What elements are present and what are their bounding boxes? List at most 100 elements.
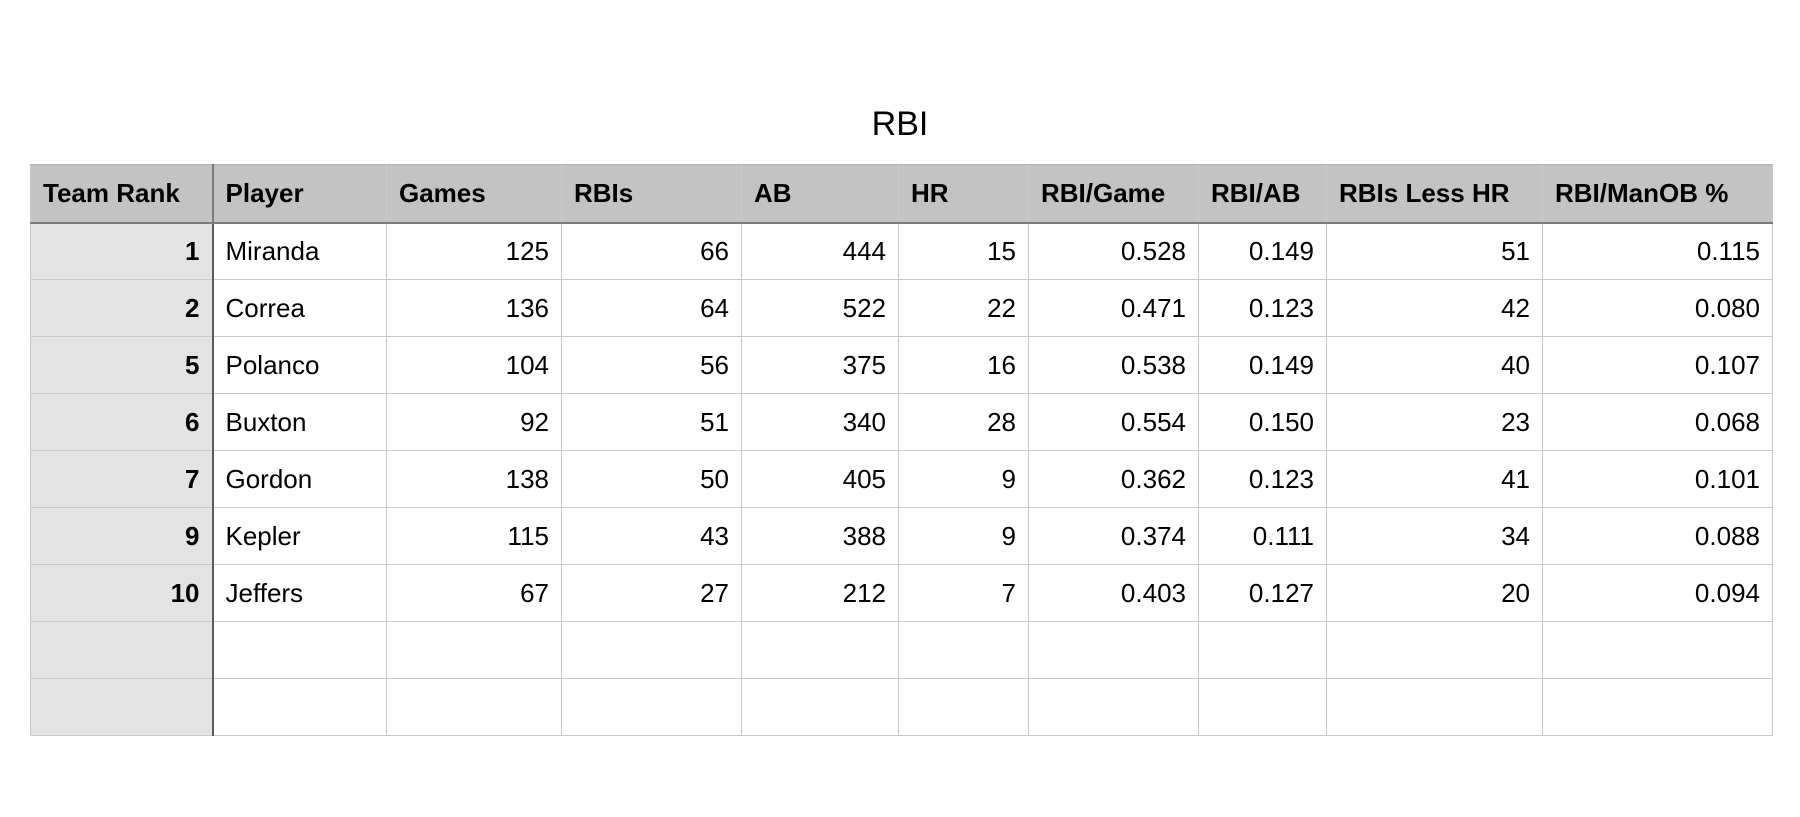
rbis-less-hr-cell[interactable]: 20	[1326, 564, 1543, 622]
ab-cell[interactable]: 212	[741, 564, 899, 622]
player-cell[interactable]	[212, 621, 387, 679]
column-header-ab[interactable]: AB	[741, 164, 899, 224]
rbi-per-ab-cell[interactable]: 0.111	[1198, 507, 1327, 565]
games-cell[interactable]: 92	[386, 393, 562, 451]
rbi-per-ab-cell[interactable]: 0.149	[1198, 222, 1327, 280]
rbi-per-ab-cell[interactable]: 0.123	[1198, 279, 1327, 337]
rbi-manob-pct-cell[interactable]: 0.101	[1542, 450, 1773, 508]
column-header-hr[interactable]: HR	[898, 164, 1029, 224]
rbi-manob-pct-cell[interactable]: 0.080	[1542, 279, 1773, 337]
hr-cell[interactable]: 9	[898, 450, 1029, 508]
rbis-less-hr-cell[interactable]: 51	[1326, 222, 1543, 280]
rbi-manob-pct-cell[interactable]: 0.115	[1542, 222, 1773, 280]
games-cell[interactable]	[386, 678, 562, 736]
column-header-rbis[interactable]: RBIs	[561, 164, 742, 224]
column-header-rbi-per-ab[interactable]: RBI/AB	[1198, 164, 1327, 224]
rbis-cell[interactable]	[561, 621, 742, 679]
rbis-cell[interactable]: 27	[561, 564, 742, 622]
hr-cell[interactable]: 16	[898, 336, 1029, 394]
ab-cell[interactable]	[741, 678, 899, 736]
rbi-manob-pct-cell[interactable]: 0.088	[1542, 507, 1773, 565]
rbis-less-hr-cell[interactable]	[1326, 621, 1543, 679]
rbi-per-game-cell[interactable]: 0.471	[1028, 279, 1199, 337]
ab-cell[interactable]: 375	[741, 336, 899, 394]
column-header-rbi-manob-pct[interactable]: RBI/ManOB %	[1542, 164, 1773, 224]
rank-cell[interactable]: 5	[30, 336, 214, 394]
games-cell[interactable]: 115	[386, 507, 562, 565]
rbis-cell[interactable]: 66	[561, 222, 742, 280]
rank-cell[interactable]: 1	[30, 222, 214, 280]
ab-cell[interactable]	[741, 621, 899, 679]
player-cell[interactable]: Gordon	[212, 450, 387, 508]
ab-cell[interactable]: 405	[741, 450, 899, 508]
rbi-per-ab-cell[interactable]	[1198, 621, 1327, 679]
ab-cell[interactable]: 340	[741, 393, 899, 451]
rbi-manob-pct-cell[interactable]	[1542, 678, 1773, 736]
rbis-less-hr-cell[interactable]	[1326, 678, 1543, 736]
rank-cell[interactable]: 7	[30, 450, 214, 508]
rbis-cell[interactable]: 51	[561, 393, 742, 451]
rbis-less-hr-cell[interactable]: 41	[1326, 450, 1543, 508]
hr-cell[interactable]: 9	[898, 507, 1029, 565]
rbi-per-ab-cell[interactable]: 0.150	[1198, 393, 1327, 451]
rank-cell[interactable]	[30, 678, 214, 736]
rbis-less-hr-cell[interactable]: 23	[1326, 393, 1543, 451]
rbis-cell[interactable]	[561, 678, 742, 736]
rbi-manob-pct-cell[interactable]: 0.107	[1542, 336, 1773, 394]
rbi-per-game-cell[interactable]: 0.362	[1028, 450, 1199, 508]
games-cell[interactable]: 67	[386, 564, 562, 622]
games-cell[interactable]: 125	[386, 222, 562, 280]
rbi-per-ab-cell[interactable]: 0.127	[1198, 564, 1327, 622]
hr-cell[interactable]	[898, 678, 1029, 736]
hr-cell[interactable]	[898, 621, 1029, 679]
hr-cell[interactable]: 7	[898, 564, 1029, 622]
rank-cell[interactable]: 10	[30, 564, 214, 622]
rank-cell[interactable]: 2	[30, 279, 214, 337]
player-cell[interactable]: Polanco	[212, 336, 387, 394]
rank-cell[interactable]: 9	[30, 507, 214, 565]
hr-cell[interactable]: 28	[898, 393, 1029, 451]
games-cell[interactable]	[386, 621, 562, 679]
rbis-cell[interactable]: 64	[561, 279, 742, 337]
rbi-per-game-cell[interactable]: 0.554	[1028, 393, 1199, 451]
rbis-cell[interactable]: 50	[561, 450, 742, 508]
rbis-less-hr-cell[interactable]: 40	[1326, 336, 1543, 394]
rbis-less-hr-cell[interactable]: 42	[1326, 279, 1543, 337]
rbi-per-game-cell[interactable]: 0.538	[1028, 336, 1199, 394]
player-cell[interactable]: Buxton	[212, 393, 387, 451]
ab-cell[interactable]: 522	[741, 279, 899, 337]
games-cell[interactable]: 138	[386, 450, 562, 508]
games-cell[interactable]: 136	[386, 279, 562, 337]
rbi-per-ab-cell[interactable]: 0.123	[1198, 450, 1327, 508]
rbi-per-game-cell[interactable]	[1028, 678, 1199, 736]
rbi-per-ab-cell[interactable]: 0.149	[1198, 336, 1327, 394]
player-cell[interactable]: Miranda	[212, 222, 387, 280]
hr-cell[interactable]: 22	[898, 279, 1029, 337]
hr-cell[interactable]: 15	[898, 222, 1029, 280]
rbi-per-game-cell[interactable]: 0.528	[1028, 222, 1199, 280]
rbi-per-game-cell[interactable]	[1028, 621, 1199, 679]
column-header-rbis-less-hr[interactable]: RBIs Less HR	[1326, 164, 1543, 224]
ab-cell[interactable]: 388	[741, 507, 899, 565]
column-header-player[interactable]: Player	[212, 164, 387, 224]
rbis-less-hr-cell[interactable]: 34	[1326, 507, 1543, 565]
games-cell[interactable]: 104	[386, 336, 562, 394]
rbis-cell[interactable]: 56	[561, 336, 742, 394]
column-header-games[interactable]: Games	[386, 164, 562, 224]
player-cell[interactable]: Kepler	[212, 507, 387, 565]
rank-cell[interactable]	[30, 621, 214, 679]
ab-cell[interactable]: 444	[741, 222, 899, 280]
rbis-cell[interactable]: 43	[561, 507, 742, 565]
player-cell[interactable]	[212, 678, 387, 736]
rbi-manob-pct-cell[interactable]	[1542, 621, 1773, 679]
player-cell[interactable]: Jeffers	[212, 564, 387, 622]
rank-cell[interactable]: 6	[30, 393, 214, 451]
rbi-per-game-cell[interactable]: 0.403	[1028, 564, 1199, 622]
column-header-team-rank[interactable]: Team Rank	[30, 164, 214, 224]
rbi-manob-pct-cell[interactable]: 0.068	[1542, 393, 1773, 451]
column-header-rbi-per-game[interactable]: RBI/Game	[1028, 164, 1199, 224]
rbi-manob-pct-cell[interactable]: 0.094	[1542, 564, 1773, 622]
rbi-per-ab-cell[interactable]	[1198, 678, 1327, 736]
rbi-per-game-cell[interactable]: 0.374	[1028, 507, 1199, 565]
player-cell[interactable]: Correa	[212, 279, 387, 337]
